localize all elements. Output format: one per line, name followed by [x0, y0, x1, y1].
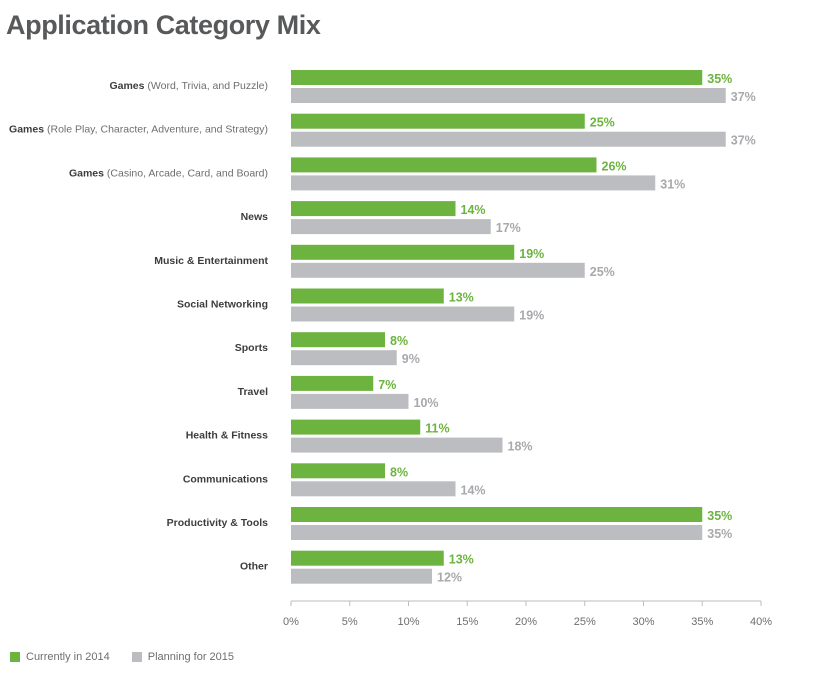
legend-item-2015: Planning for 2015: [131, 651, 235, 663]
legend-swatch-2014: [10, 652, 20, 662]
bar-2014: [291, 419, 421, 435]
data-label-2015: 37%: [731, 134, 756, 148]
category-label: News: [241, 211, 269, 223]
data-label-2015: 19%: [519, 309, 544, 323]
category-label: Games (Word, Trivia, and Puzzle): [109, 80, 268, 92]
bar-2015: [291, 437, 503, 453]
data-label-2014: 13%: [449, 553, 474, 567]
data-label-2014: 8%: [390, 465, 408, 479]
data-label-2015: 31%: [660, 177, 685, 191]
data-label-2014: 14%: [461, 203, 486, 217]
data-label-2014: 7%: [378, 378, 396, 392]
bar-2014: [291, 113, 585, 129]
legend-label-2014: Currently in 2014: [26, 651, 110, 663]
data-label-2015: 12%: [437, 571, 462, 585]
bar-2015: [291, 350, 397, 366]
x-tick-label: 20%: [515, 616, 537, 628]
data-label-2015: 35%: [707, 527, 732, 541]
x-tick-label: 30%: [632, 616, 654, 628]
category-label: Social Networking: [177, 299, 268, 311]
bar-2014: [291, 244, 515, 260]
bar-2014: [291, 375, 374, 391]
category-label: Sports: [235, 342, 268, 354]
data-label-2014: 19%: [519, 247, 544, 261]
data-label-2015: 14%: [461, 483, 486, 497]
bar-2015: [291, 88, 726, 103]
legend-swatch-2015: [131, 652, 142, 662]
x-tick-label: 10%: [397, 616, 419, 628]
data-label-2015: 10%: [414, 396, 439, 410]
x-tick-label: 0%: [283, 616, 299, 628]
category-label: Travel: [238, 386, 268, 398]
data-label-2015: 17%: [496, 221, 521, 235]
chart-title: Application Category Mix: [6, 10, 321, 40]
category-label: Productivity & Tools: [167, 517, 268, 529]
bar-2015: [291, 525, 703, 540]
data-label-2014: 13%: [449, 291, 474, 305]
bar-2014: [291, 157, 597, 173]
x-tick-label: 40%: [750, 616, 772, 628]
data-label-2015: 18%: [508, 440, 533, 454]
bar-2015: [291, 481, 456, 497]
bar-2014: [291, 70, 703, 85]
legend: Currently in 2014 Planning for 2015: [10, 651, 234, 663]
x-tick-label: 15%: [456, 616, 478, 628]
category-label: Games (Role Play, Character, Adventure, …: [9, 124, 268, 136]
bar-2015: [291, 175, 656, 191]
bar-2014: [291, 463, 385, 479]
category-label: Health & Fitness: [186, 430, 268, 442]
data-label-2014: 25%: [590, 116, 615, 130]
bar-2015: [291, 568, 432, 584]
bar-2015: [291, 262, 585, 278]
bar-2015: [291, 219, 491, 235]
data-label-2015: 37%: [731, 90, 756, 104]
category-label: Music & Entertainment: [154, 255, 268, 267]
category-label: Other: [240, 561, 268, 573]
data-label-2014: 35%: [707, 509, 732, 523]
bar-2015: [291, 131, 726, 147]
data-label-2015: 25%: [590, 265, 615, 279]
bar-chart: Games (Word, Trivia, and Puzzle) 35% 37% Ga…: [9, 70, 772, 628]
x-tick-label: 25%: [574, 616, 596, 628]
x-tick-label: 35%: [691, 616, 713, 628]
data-label-2014: 35%: [707, 72, 732, 86]
bar-2014: [291, 332, 385, 348]
bar-2014: [291, 288, 444, 304]
legend-label-2015: Planning for 2015: [147, 651, 235, 663]
data-label-2014: 11%: [425, 422, 449, 436]
category-label: Games (Casino, Arcade, Card, and Board): [69, 167, 268, 179]
bar-2014: [291, 550, 444, 566]
data-label-2014: 8%: [390, 334, 408, 348]
bar-2014: [291, 201, 456, 217]
category-label: Communications: [183, 473, 268, 485]
bar-2015: [291, 393, 409, 409]
x-tick-label: 5%: [342, 616, 358, 628]
bar-2014: [291, 507, 703, 522]
data-label-2014: 26%: [602, 159, 627, 173]
bar-2015: [291, 306, 515, 322]
legend-item-2014: Currently in 2014: [10, 651, 110, 663]
data-label-2015: 9%: [402, 352, 420, 366]
